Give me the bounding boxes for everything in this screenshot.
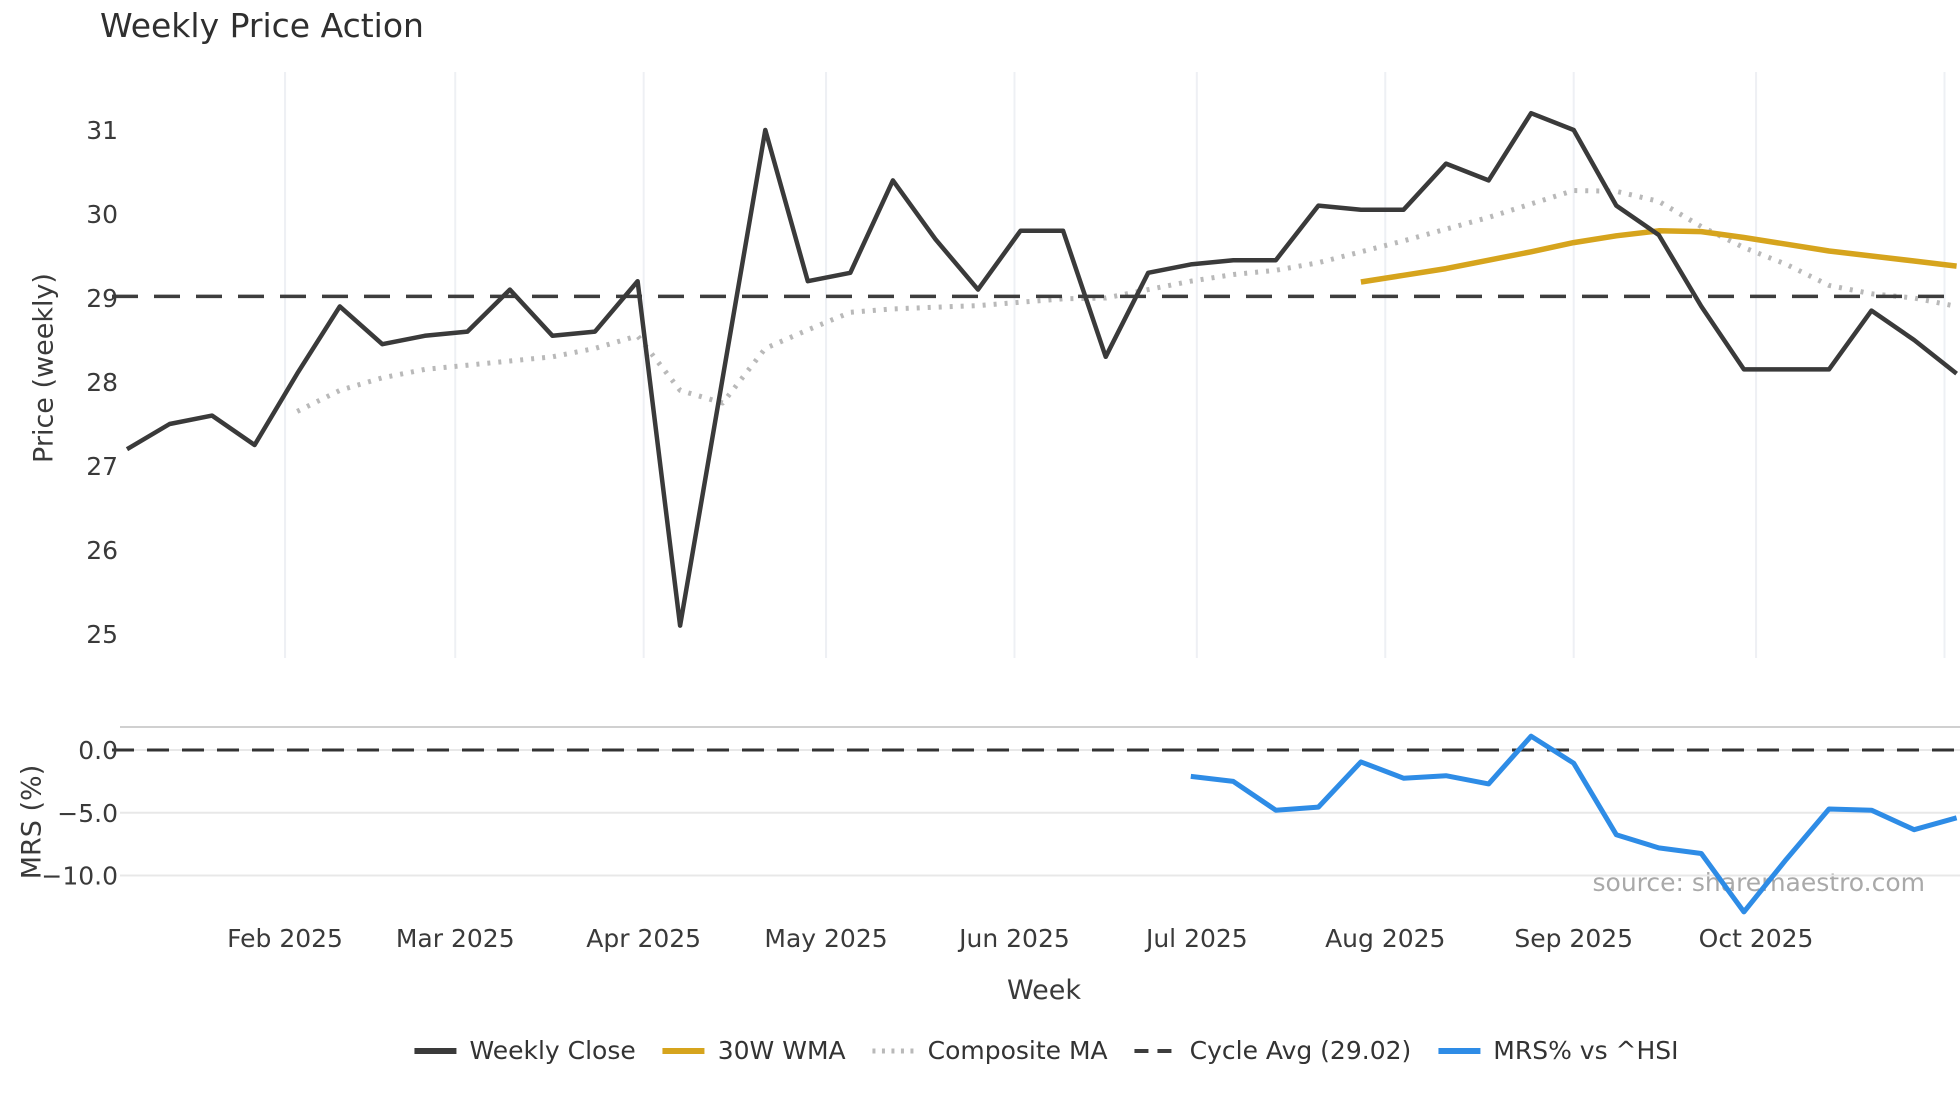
legend-label: MRS% vs ^HSI bbox=[1493, 1036, 1679, 1065]
dotted-line-swatch-icon bbox=[872, 1048, 915, 1053]
price-ytick-label: 26 bbox=[86, 536, 118, 565]
legend-item: Composite MA bbox=[872, 1036, 1108, 1065]
chart-legend: Weekly Close 30W WMA Composite MA Cycle Avg… bbox=[413, 1036, 1679, 1065]
dashed-line-swatch-icon bbox=[1134, 1048, 1177, 1053]
chart-title: Weekly Price Action bbox=[100, 6, 424, 45]
price-ytick-label: 25 bbox=[86, 620, 118, 649]
x-tick-label: Mar 2025 bbox=[396, 924, 515, 953]
x-tick-label: Jun 2025 bbox=[957, 924, 1070, 953]
legend-item: Cycle Avg (29.02) bbox=[1134, 1036, 1412, 1065]
legend-label: 30W WMA bbox=[717, 1036, 846, 1065]
weekly-close-line bbox=[125, 110, 1958, 628]
legend-item: 30W WMA bbox=[662, 1036, 846, 1065]
solid-line-swatch-icon bbox=[662, 1047, 705, 1054]
mrs-ytick-label: 0.0 bbox=[78, 736, 118, 765]
30w-wma-line bbox=[1360, 228, 1957, 285]
price-ytick-label: 28 bbox=[86, 368, 118, 397]
legend-label: Composite MA bbox=[927, 1036, 1108, 1065]
price-ytick-label: 29 bbox=[86, 284, 118, 313]
legend-item: Weekly Close bbox=[413, 1036, 636, 1065]
legend-item: MRS% vs ^HSI bbox=[1437, 1036, 1679, 1065]
mrs-ytick-label: −5.0 bbox=[57, 799, 118, 828]
solid-line-swatch-icon bbox=[414, 1047, 457, 1054]
x-axis-title: Week bbox=[1007, 975, 1081, 1006]
composite-ma-line bbox=[296, 188, 1958, 414]
legend-label: Weekly Close bbox=[469, 1036, 636, 1065]
mrs-ytick-label: −10.0 bbox=[41, 862, 118, 891]
x-tick-label: Sep 2025 bbox=[1514, 924, 1633, 953]
x-tick-label: Aug 2025 bbox=[1325, 924, 1445, 953]
x-tick-label: May 2025 bbox=[764, 924, 887, 953]
legend-label: Cycle Avg (29.02) bbox=[1189, 1036, 1412, 1065]
mrs-vs-hsi-line bbox=[1190, 733, 1958, 915]
x-tick-label: Apr 2025 bbox=[586, 924, 701, 953]
x-tick-label: Jul 2025 bbox=[1144, 924, 1248, 953]
x-tick-label: Feb 2025 bbox=[227, 924, 343, 953]
solid-line-swatch-icon bbox=[1438, 1047, 1481, 1054]
price-ytick-label: 27 bbox=[86, 452, 118, 481]
price-ytick-label: 30 bbox=[86, 200, 118, 229]
price-ytick-label: 31 bbox=[86, 116, 118, 145]
x-tick-label: Oct 2025 bbox=[1699, 924, 1814, 953]
